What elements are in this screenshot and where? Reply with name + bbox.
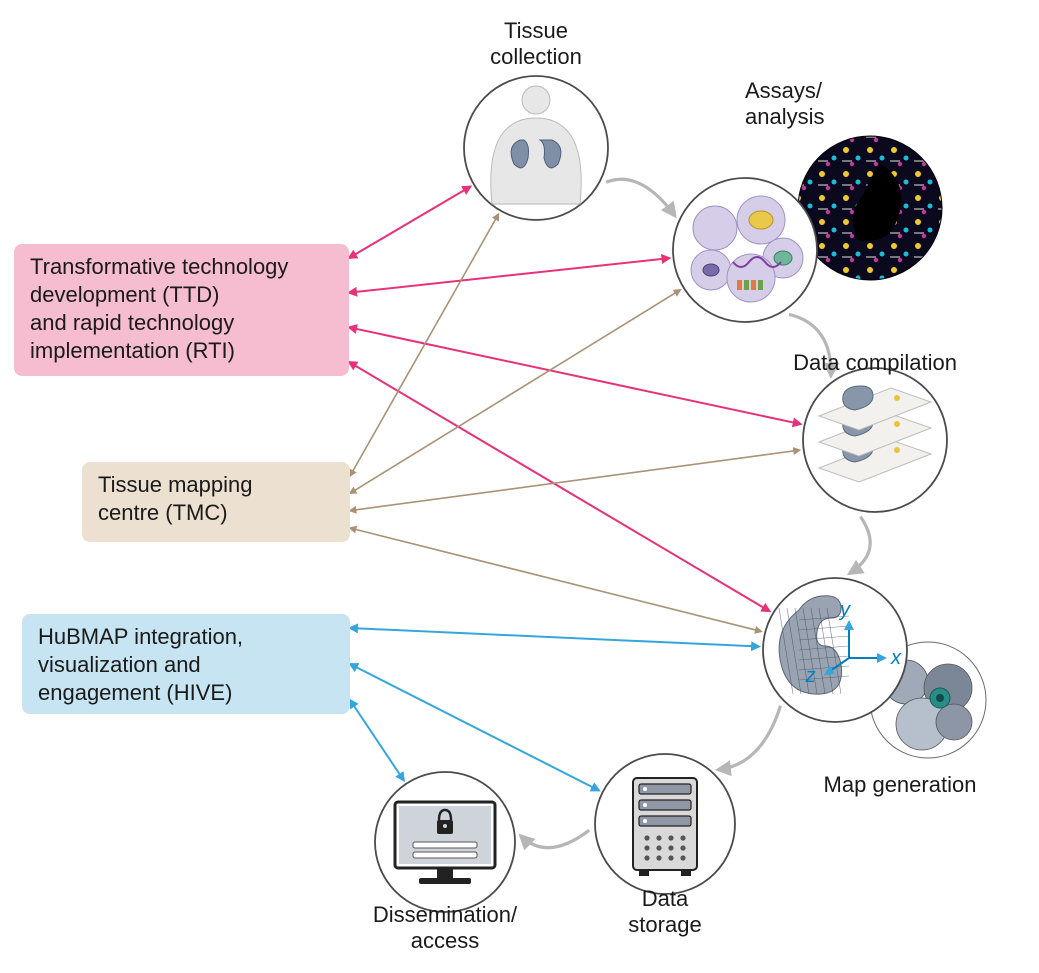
- node-tissue-collection: [464, 76, 608, 220]
- flow-arrow: [521, 830, 590, 847]
- connector-hive-map-generation: [350, 628, 759, 647]
- connector-hive-data-storage: [350, 664, 599, 790]
- connector-ttd-rti-tissue-collection: [349, 187, 470, 258]
- axis-label-y: y: [838, 599, 851, 621]
- label-assays-analysis: Assays/analysis: [745, 78, 824, 129]
- node-dissemination-access: [375, 772, 515, 912]
- node-map-generation: x y z: [763, 578, 907, 722]
- box-hive: HuBMAP integration,visualization andenga…: [22, 614, 350, 714]
- connector-ttd-rti-data-compilation: [349, 327, 801, 424]
- node-data-compilation: [803, 368, 947, 512]
- label-dissemination-access: Dissemination/access: [373, 902, 518, 953]
- label-map-generation: Map generation: [824, 772, 977, 797]
- label-tissue-collection: Tissuecollection: [490, 18, 582, 69]
- label-data-storage: Datastorage: [628, 886, 701, 937]
- assays-analysis-backdrop: [798, 136, 942, 280]
- connector-hive-dissemination-access: [350, 700, 404, 780]
- flow-arrow: [606, 179, 675, 215]
- connector-ttd-rti-map-generation: [349, 362, 770, 611]
- axis-label-x: x: [890, 647, 902, 669]
- flow-arrow: [718, 706, 780, 770]
- connector-tmc-map-generation: [350, 528, 761, 631]
- node-assays-analysis: [673, 178, 817, 322]
- diagram-canvas: Transformative technologydevelopment (TT…: [0, 0, 1039, 973]
- box-ttd-rti: Transformative technologydevelopment (TT…: [14, 244, 349, 376]
- connector-tmc-data-compilation: [350, 450, 800, 511]
- axis-label-z: z: [805, 665, 816, 687]
- node-data-storage: [595, 754, 735, 894]
- connector-ttd-rti-assays-analysis: [349, 258, 669, 293]
- flow-arrow: [850, 517, 871, 574]
- label-data-compilation: Data compilation: [793, 350, 957, 375]
- box-tmc: Tissue mappingcentre (TMC): [82, 462, 350, 542]
